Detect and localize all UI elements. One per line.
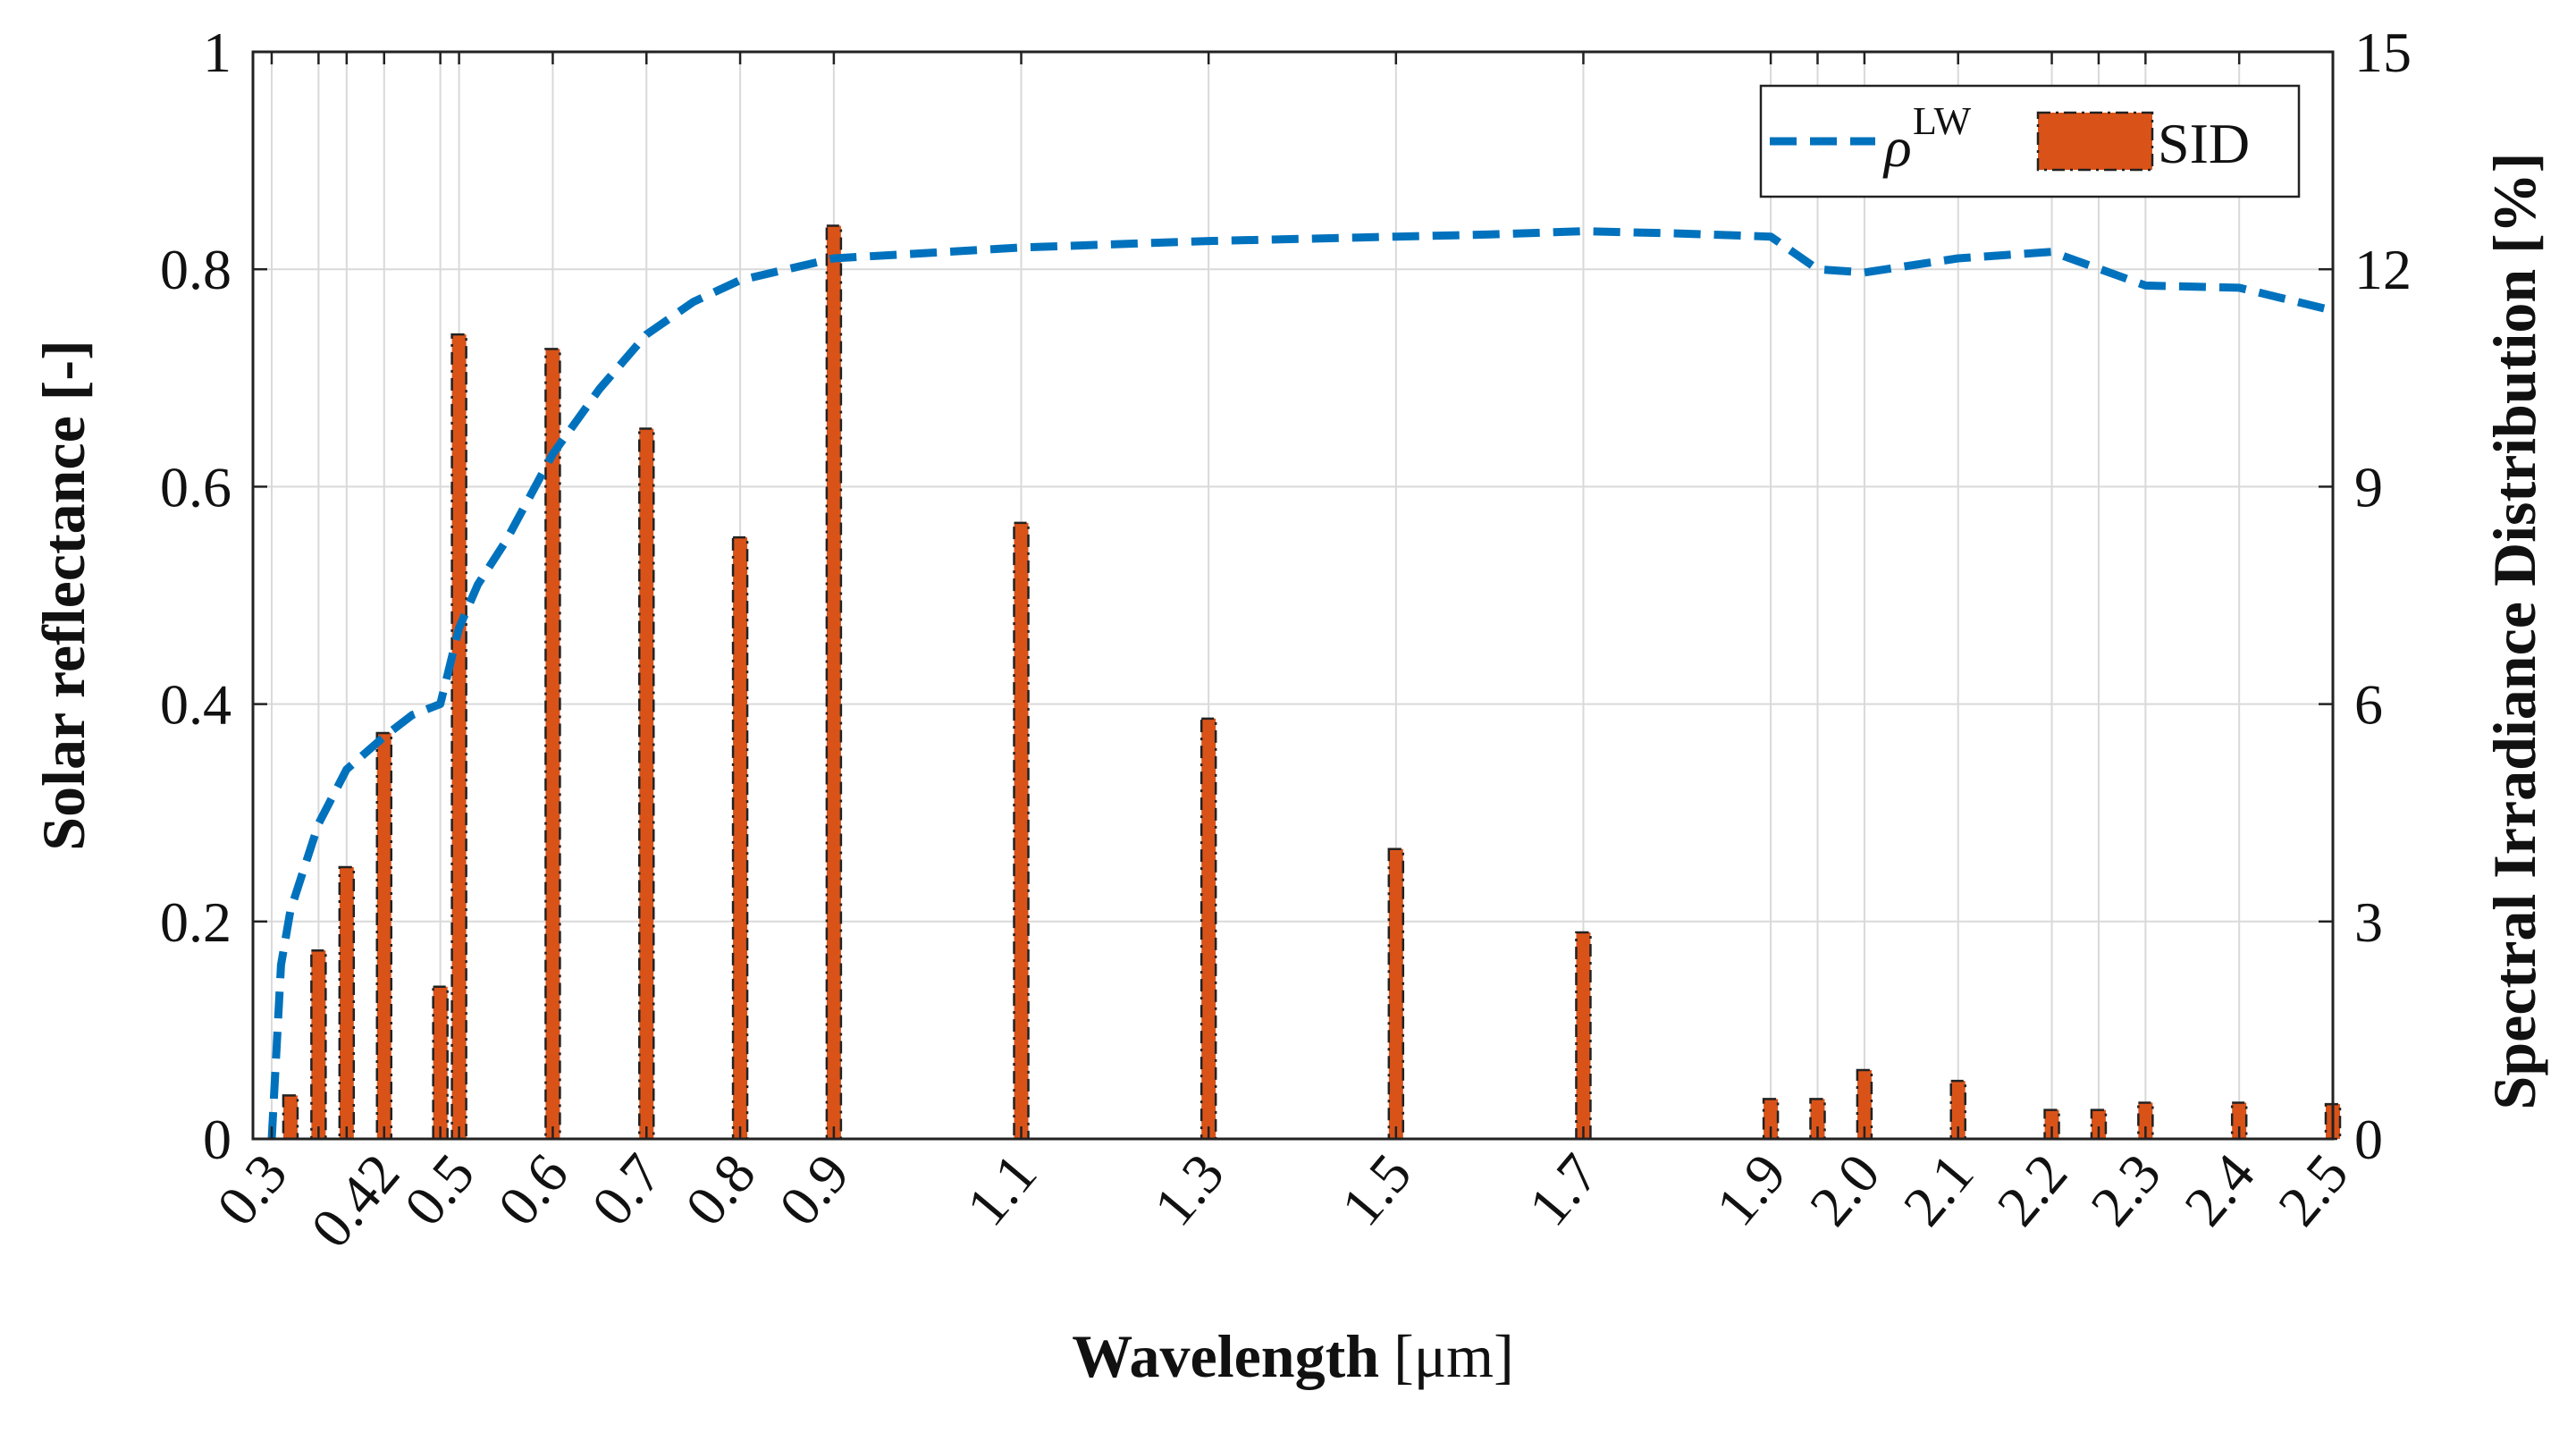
y-left-tick-label: 0 (203, 1108, 232, 1171)
y-left-tick-label: 0.2 (160, 890, 232, 954)
y-right-tick-label: 9 (2354, 455, 2383, 518)
reflectance-line (267, 227, 2335, 1140)
legend-line-label: ρ (1882, 115, 1912, 179)
y-right-tick-label: 6 (2354, 673, 2383, 737)
sid-bar (1013, 521, 1030, 1141)
legend: ρ LW SID (1759, 84, 2301, 198)
y-right-tick-label: 12 (2354, 238, 2412, 301)
y-axis-left-label: Solar reflectance [-] (29, 340, 97, 850)
axis-ticks (253, 50, 2335, 1141)
sid-bar (731, 535, 749, 1141)
sid-bar (2043, 1109, 2060, 1141)
sid-bar (432, 985, 449, 1141)
x-axis-label: Wavelength [μm] (1072, 1322, 1513, 1390)
sid-bar (338, 865, 356, 1141)
sid-bar (825, 224, 843, 1141)
x-axis-label-unit: [μm] (1393, 1322, 1514, 1390)
sid-bar (310, 948, 327, 1141)
y-right-tick-label: 3 (2354, 890, 2383, 954)
y-right-tick-label: 0 (2354, 1108, 2383, 1171)
sid-bar (1575, 931, 1592, 1141)
y-left-tick-label: 0.4 (160, 673, 232, 737)
sid-bar (375, 731, 392, 1141)
sid-bar (282, 1094, 299, 1141)
legend-line-superscript: LW (1913, 99, 1972, 143)
sid-bar (544, 348, 561, 1141)
y-right-tick-label: 15 (2354, 21, 2412, 84)
legend-rho-symbol: ρ (1882, 115, 1912, 179)
plot-frame (251, 50, 2335, 1141)
sid-bar (1856, 1068, 1873, 1141)
y-left-tick-label: 1 (203, 21, 232, 84)
y-axis-right-label: Spectral Irradiance Distribution [%] (2480, 153, 2548, 1110)
legend-bar-swatch (2036, 111, 2154, 172)
sid-bar (1387, 847, 1405, 1141)
sid-bar (2090, 1109, 2108, 1141)
y-left-tick-label: 0.6 (160, 455, 232, 518)
x-axis-label-text: Wavelength (1072, 1322, 1379, 1390)
sid-bar (1200, 717, 1217, 1141)
sid-bar (637, 427, 655, 1141)
y-left-tick-label: 0.8 (160, 238, 232, 301)
sid-bar (450, 333, 467, 1141)
legend-bar-label: SID (2158, 112, 2250, 175)
reflectance-line-group (267, 227, 2335, 1140)
